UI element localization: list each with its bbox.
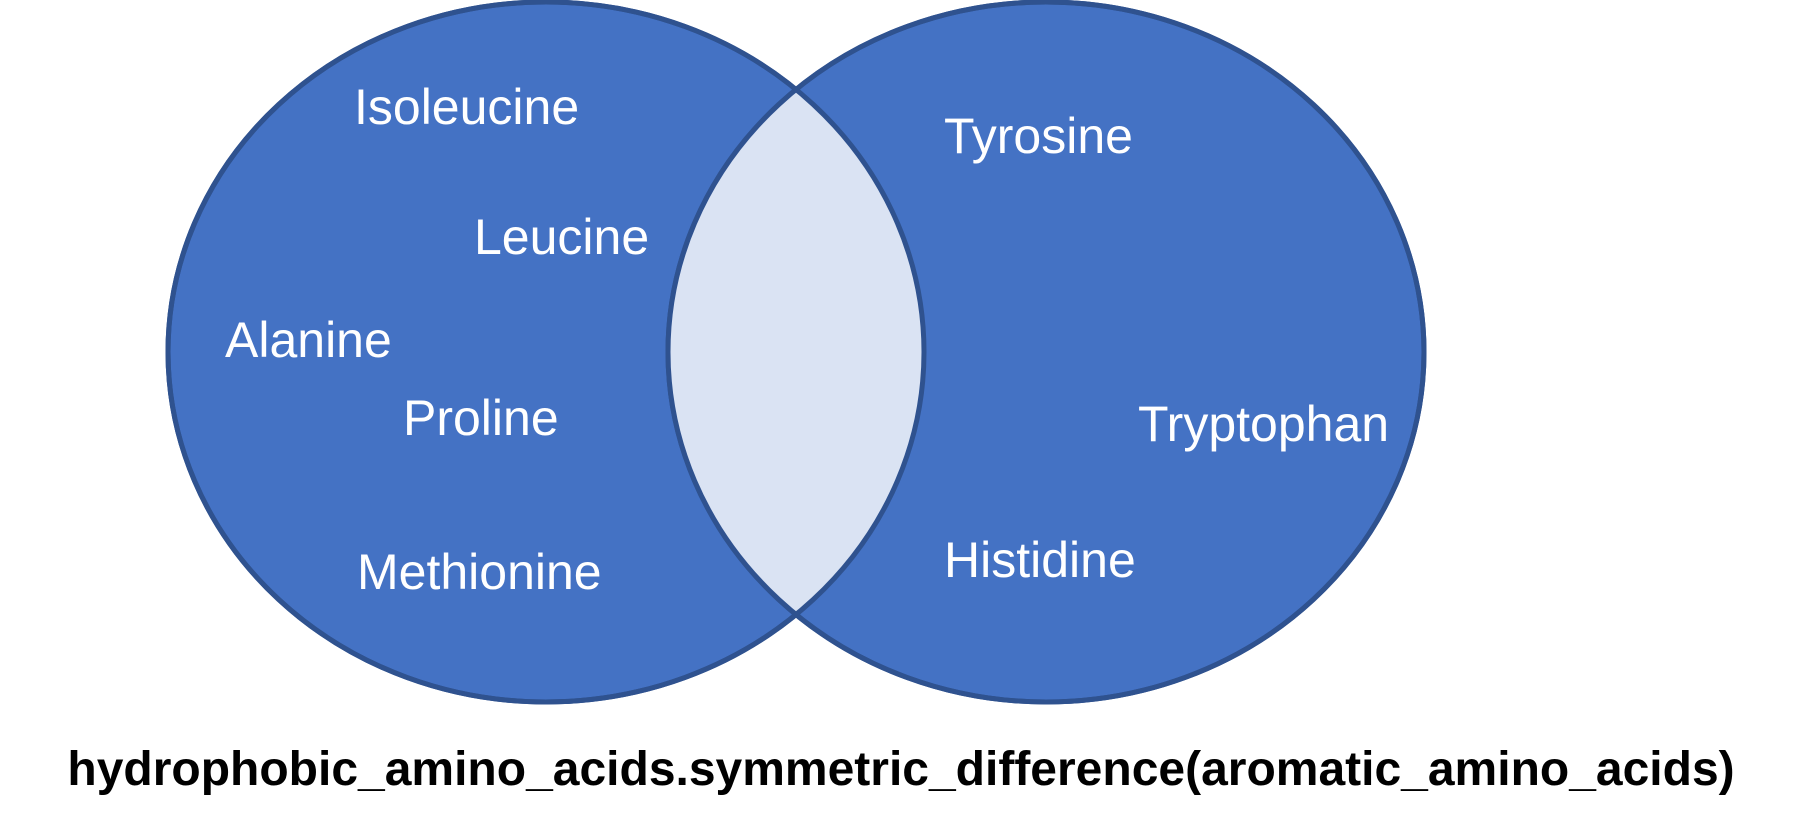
left-member-label: Isoleucine bbox=[354, 79, 579, 135]
right-member-label: Tyrosine bbox=[944, 108, 1133, 164]
left-set-members: Isoleucine Leucine Alanine Proline Methi… bbox=[225, 79, 649, 600]
left-member-label: Methionine bbox=[357, 544, 602, 600]
left-member-label: Alanine bbox=[225, 312, 392, 368]
right-member-label: Histidine bbox=[944, 532, 1136, 588]
diagram-caption: hydrophobic_amino_acids.symmetric_differ… bbox=[67, 743, 1735, 796]
right-set-outline bbox=[665, 0, 1427, 705]
right-set-members: Tyrosine Tryptophan Histidine bbox=[944, 108, 1389, 588]
left-member-label: Proline bbox=[403, 390, 559, 446]
intersection-region bbox=[668, 2, 924, 702]
left-member-label: Leucine bbox=[474, 209, 649, 265]
right-member-label: Tryptophan bbox=[1138, 396, 1389, 452]
left-set-outline bbox=[165, 0, 927, 705]
